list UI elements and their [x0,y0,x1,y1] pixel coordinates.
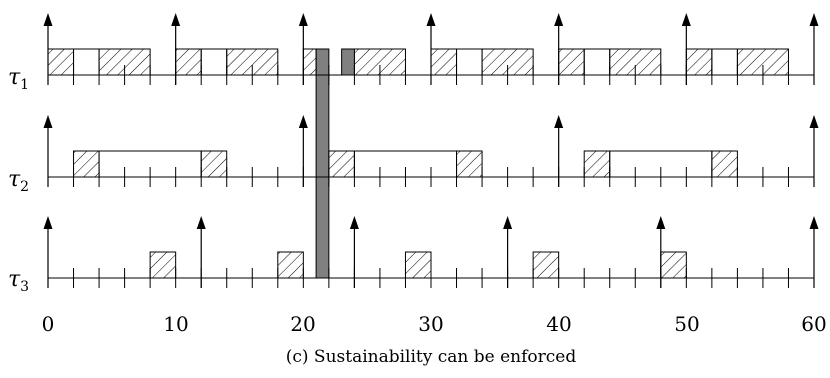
x-tick-label: 20 [290,312,315,336]
release-arrow-head [43,216,53,229]
execution-box-hatched [404,251,432,279]
release-arrow-head [298,115,308,128]
execution-box-hatched [47,48,75,76]
x-tick-label: 50 [674,312,699,336]
execution-box-hatched [149,251,177,279]
execution-box-hatched [660,251,687,279]
release-arrow-head [503,216,513,229]
release-arrow-head [298,13,308,26]
blocking-bar [315,48,330,279]
x-tick-label: 60 [801,312,826,336]
release-arrow-head [349,216,359,229]
execution-box-gray [341,48,355,76]
x-tick-label: 30 [418,312,443,336]
task-label-tau1: τ1 [8,65,29,93]
execution-box-open [200,48,228,76]
x-tick-label: 40 [546,312,571,336]
execution-box-hatched [175,48,202,76]
execution-box-hatched [73,150,100,178]
release-arrows [43,13,819,288]
execution-box-hatched [532,251,560,279]
release-arrow-head [656,216,666,229]
execution-box-hatched [302,48,317,76]
execution-box-hatched [583,150,611,178]
release-arrow-head [43,13,53,26]
release-arrow-head [554,115,564,128]
execution-box-open [583,48,611,76]
x-axis-tick-labels: 0 10 20 30 40 50 60 [42,312,827,336]
execution-box-hatched [277,251,304,279]
x-tick-label: 0 [42,312,55,336]
execution-box-hatched [456,150,483,178]
task-fills [47,48,789,279]
release-arrow-head [681,13,691,26]
task-label-tau2: τ2 [8,167,29,195]
release-arrow-head [426,13,436,26]
release-arrow-head [809,115,819,128]
release-arrow-head [196,216,206,229]
release-arrow-head [171,13,181,26]
figure-caption: (c) Sustainability can be enforced [286,347,577,367]
x-tick-label: 10 [163,312,188,336]
execution-box-open [73,48,100,76]
release-arrow-head [809,13,819,26]
task-label-tau3: τ3 [8,267,29,295]
execution-box-hatched [430,48,458,76]
execution-box-hatched [685,48,713,76]
execution-box-open [711,48,738,76]
execution-box-hatched [558,48,585,76]
execution-box-hatched [711,150,738,178]
execution-box-hatched [200,150,228,178]
release-arrow-head [554,13,564,26]
execution-box-hatched [328,150,355,178]
execution-box-open [456,48,483,76]
release-arrow-head [43,115,53,128]
release-arrow-head [809,216,819,229]
